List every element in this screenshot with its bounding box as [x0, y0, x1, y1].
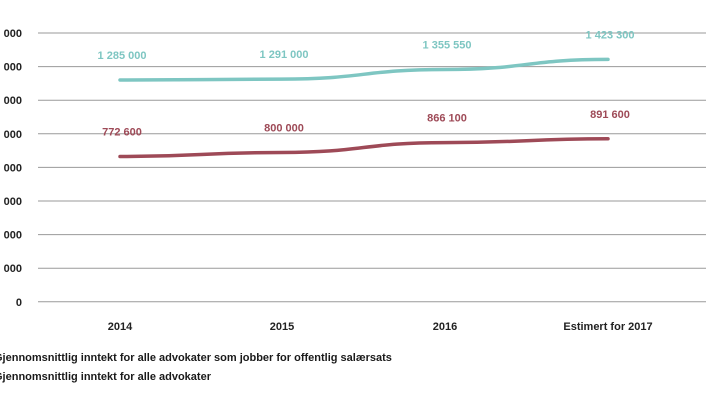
y-tick-label: 000	[4, 263, 22, 275]
y-tick-label: 000	[4, 129, 22, 141]
data-label: 1 355 550	[423, 40, 472, 52]
data-label: 1 285 000	[98, 50, 147, 62]
x-tick-label: 2015	[270, 321, 294, 333]
data-labels: 772 600 800 000 866 100 891 600 1 285 000 1 2…	[98, 29, 635, 138]
y-tick-label: 000	[4, 95, 22, 107]
x-tick-label: 2014	[108, 321, 133, 333]
series-line-2	[118, 57, 610, 82]
y-tick-label: 000	[4, 62, 22, 74]
series-line-1	[118, 137, 610, 159]
gridlines	[38, 32, 706, 303]
y-tick-label: 000	[4, 28, 22, 40]
y-tick-label: 000	[4, 162, 22, 174]
data-label: 1 291 000	[260, 49, 309, 61]
data-label: 772 600	[102, 127, 142, 139]
y-tick-label: 000	[4, 196, 22, 208]
data-label: 1 423 300	[586, 29, 635, 41]
legend-entry-alle-advokater: Gjennomsnittlig inntekt for alle advokat…	[0, 371, 211, 383]
y-tick-label: 0	[16, 297, 22, 309]
legend-entry-offentlig-salaersats: Gjennomsnittlig inntekt for alle advokat…	[0, 352, 392, 364]
x-tick-label: 2016	[433, 321, 457, 333]
x-axis-tick-labels: 2014 2015 2016 Estimert for 2017	[108, 321, 653, 333]
data-label: 866 100	[427, 113, 467, 125]
data-label: 891 600	[590, 109, 630, 121]
data-label: 800 000	[264, 122, 304, 134]
y-tick-label: 000	[4, 230, 22, 242]
series-lines	[118, 57, 610, 159]
x-tick-label: Estimert for 2017	[563, 321, 652, 333]
